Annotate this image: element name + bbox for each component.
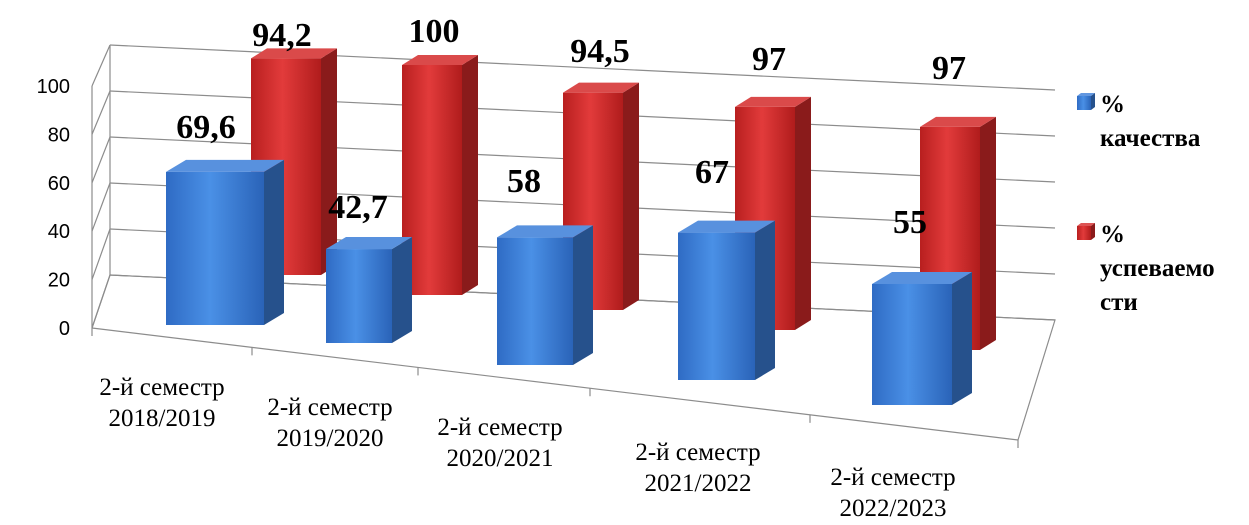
legend-label: % [1100,91,1125,118]
bar-red-side [623,82,639,311]
bar-blue-side [264,159,284,325]
gridline-left-wall [91,44,111,87]
bar-blue-side [392,237,412,343]
bar-blue-top [872,272,972,284]
x-tick-label: 2022/2023 [840,495,947,522]
data-label-red: 94,2 [252,17,312,54]
x-tick-label: 2-й семестр [635,439,760,466]
data-label-blue: 55 [893,204,927,241]
bar-red-side [462,55,478,295]
legend-label: % [1100,221,1125,248]
bar-blue-top [326,237,412,250]
data-label-red: 100 [409,13,460,50]
bar-red-top [735,96,811,107]
x-tick-label: 2018/2019 [109,405,216,432]
gridline-left-wall [91,90,111,135]
data-label-red: 97 [932,50,966,87]
legend-item: % успеваемо сти [1077,221,1215,316]
bar-blue [166,159,284,325]
x-tick-label: 2020/2021 [447,445,554,472]
bar-blue-top [497,225,593,238]
legend-label: качества [1100,125,1201,152]
bar-red-side [321,48,337,276]
bar-blue-top [678,220,775,233]
legend-swatch-side [1091,93,1095,110]
bar-red-side [795,96,811,331]
bar-blue-front [166,171,264,325]
legend-swatch [1077,226,1091,240]
bar-blue [326,237,412,343]
x-tick-label: 2-й семестр [99,374,224,401]
bar-blue [872,272,972,405]
gridline-left-wall [91,182,111,232]
bar-red-top [563,82,639,93]
bar-blue-side [952,272,972,405]
data-label-blue: 69,6 [176,109,236,146]
y-tick-label: 60 [48,173,70,195]
bar-blue-front [872,284,952,405]
bar-blue [497,225,593,365]
legend-item: % качества [1077,91,1201,152]
bar-blue-side [573,225,593,365]
data-label-red: 97 [752,41,786,78]
floor-outline [91,274,1056,441]
data-label-blue: 58 [507,163,541,200]
legend-swatch-top [1077,223,1095,226]
x-tick-label: 2-й семестр [437,414,562,441]
bar-red-top [251,48,337,59]
y-tick-label: 40 [48,221,70,243]
bar-red [402,55,478,295]
legend: % качества% успеваемо сти [1077,91,1215,316]
bar-blue-front [678,232,755,380]
gridline-left-wall [91,136,111,184]
legend-label: сти [1100,289,1138,316]
data-label-blue: 67 [695,154,729,191]
legend-swatch-side [1091,223,1095,240]
bar-red-top [402,55,478,65]
legend-swatch [1077,96,1091,110]
bars [166,48,996,405]
axes: 2-й семестр 2018/2019 2-й семестр 2019/2020… [91,45,1056,522]
y-tick-label: 20 [48,270,70,292]
bar-blue-front [326,249,392,343]
data-label-red: 94,5 [570,33,630,70]
legend-label: успеваемо [1100,255,1215,282]
bar-red-top [920,116,996,127]
bar-blue-side [755,220,775,380]
y-tick-label: 100 [37,76,70,98]
x-tick-label: 2021/2022 [645,470,752,497]
legend-swatch-top [1077,93,1095,96]
bar-red-side [980,116,996,351]
x-tick-label: 2-й семестр [830,464,955,491]
bar-blue [678,220,775,380]
data-label-blue: 42,7 [328,189,388,226]
data-labels: 94,2 100 94,5 97 97 69,6 42,7 58 67 55 [176,13,966,241]
gridline-left-wall [91,228,111,280]
y-tick-label: 0 [59,318,70,340]
x-tick-label: 2019/2020 [277,425,384,452]
x-tick-label: 2-й семестр [267,394,392,421]
y-tick-label: 80 [48,124,70,146]
bar-blue-top [166,159,284,172]
bar-blue-front [497,237,573,365]
